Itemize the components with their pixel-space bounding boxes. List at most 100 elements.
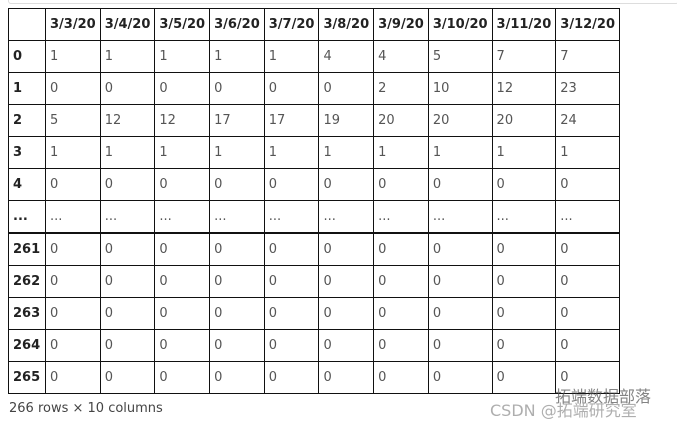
table-cell: 0: [555, 361, 621, 394]
table-cell: 0: [45, 265, 101, 298]
table-cell: 0: [209, 361, 265, 394]
column-header: 3/3/20: [45, 8, 101, 41]
table-cell: 0: [491, 265, 557, 298]
table-cell: 0: [45, 361, 101, 394]
row-index: 3: [8, 136, 46, 169]
column-header: 3/11/20: [491, 8, 557, 41]
table-cell: 0: [373, 297, 429, 330]
table-cell: 1: [154, 40, 211, 73]
table-row: 265 0 0 0 0 0 0 0 0 0 0: [8, 361, 621, 394]
table-cell: 0: [45, 232, 101, 266]
table-cell: 0: [154, 168, 211, 201]
table-cell: 1: [45, 40, 101, 73]
table-cell: 0: [99, 265, 156, 298]
table-cell: 2: [373, 72, 429, 105]
row-index: 1: [8, 72, 46, 105]
table-cell: 0: [427, 168, 493, 201]
table-cell: 0: [99, 329, 156, 362]
column-header: 3/9/20: [373, 8, 429, 41]
row-index: 263: [8, 297, 46, 330]
column-header: 3/8/20: [318, 8, 375, 41]
table-cell: 0: [209, 265, 265, 298]
column-header: 3/10/20: [427, 8, 493, 41]
table-cell: 4: [373, 40, 429, 73]
row-index: 4: [8, 168, 46, 201]
table-cell: 5: [427, 40, 493, 73]
table-cell: 0: [318, 232, 375, 266]
table-cell: 0: [555, 297, 621, 330]
table-cell: 12: [99, 104, 156, 137]
column-header: 3/5/20: [154, 8, 211, 41]
table-cell: 0: [427, 232, 493, 266]
table-cell: 1: [491, 136, 557, 169]
watermark: 拓端数据部落: [555, 387, 652, 406]
table-cell: ...: [373, 200, 429, 234]
table-cell: 0: [318, 168, 375, 201]
table-cell: 0: [209, 329, 265, 362]
column-header: 3/7/20: [263, 8, 320, 41]
table-cell: 1: [427, 136, 493, 169]
table-cell: 0: [555, 168, 621, 201]
column-header: 3/4/20: [99, 8, 156, 41]
row-index: 264: [8, 329, 46, 362]
table-cell: 0: [491, 232, 557, 266]
table-cell: 23: [555, 72, 621, 105]
table-cell: 0: [154, 329, 211, 362]
table-cell: 0: [209, 168, 265, 201]
table-cell: ...: [263, 200, 320, 234]
table-cell: 0: [373, 361, 429, 394]
table-cell: 20: [427, 104, 493, 137]
table-row: 262 0 0 0 0 0 0 0 0 0 0: [8, 265, 621, 298]
row-index: 2: [8, 104, 46, 137]
column-header: 3/6/20: [209, 8, 265, 41]
table-cell: 0: [427, 329, 493, 362]
table-cell: 0: [209, 232, 265, 266]
table-cell: 0: [263, 361, 320, 394]
table-cell: 4: [318, 40, 375, 73]
table-cell: 0: [154, 232, 211, 266]
table-row: 1 0 0 0 0 0 0 2 10 12 23: [8, 72, 621, 105]
table-row: 261 0 0 0 0 0 0 0 0 0 0: [8, 232, 621, 266]
output-frame: [8, 0, 677, 4]
table-cell: 12: [491, 72, 557, 105]
table-cell: 0: [263, 329, 320, 362]
table-cell: 0: [491, 361, 557, 394]
table-cell: 1: [263, 136, 320, 169]
table-cell: 1: [154, 136, 211, 169]
table-cell: 1: [209, 136, 265, 169]
table-cell: 20: [491, 104, 557, 137]
table-cell: ...: [318, 200, 375, 234]
table-cell: 0: [263, 168, 320, 201]
table-cell: 0: [99, 361, 156, 394]
table-cell: 7: [491, 40, 557, 73]
table-cell: ...: [45, 200, 101, 234]
table-cell: ...: [154, 200, 211, 234]
table-cell: 10: [427, 72, 493, 105]
table-cell: 0: [209, 72, 265, 105]
row-index: 261: [8, 232, 46, 266]
table-cell: 0: [491, 329, 557, 362]
table-cell: 0: [373, 232, 429, 266]
table-cell: 1: [373, 136, 429, 169]
table-cell: 24: [555, 104, 621, 137]
table-cell: 0: [45, 297, 101, 330]
table-cell: 1: [99, 136, 156, 169]
table-cell: 0: [427, 361, 493, 394]
dataframe-table: 3/3/20 3/4/20 3/5/20 3/6/20 3/7/20 3/8/20 3/9/…: [8, 8, 621, 394]
table-cell: ...: [209, 200, 265, 234]
row-index: 262: [8, 265, 46, 298]
shape-caption: 266 rows × 10 columns: [9, 401, 163, 416]
table-cell: 0: [555, 265, 621, 298]
table-cell: 0: [318, 329, 375, 362]
table-cell: 1: [555, 136, 621, 169]
table-cell: 1: [209, 40, 265, 73]
table-cell: 0: [263, 297, 320, 330]
table-row: .................................: [8, 200, 621, 234]
table-cell: 17: [209, 104, 265, 137]
row-index: 0: [8, 40, 46, 73]
table-cell: 0: [45, 72, 101, 105]
table-cell: 0: [45, 168, 101, 201]
table-cell: 0: [318, 72, 375, 105]
